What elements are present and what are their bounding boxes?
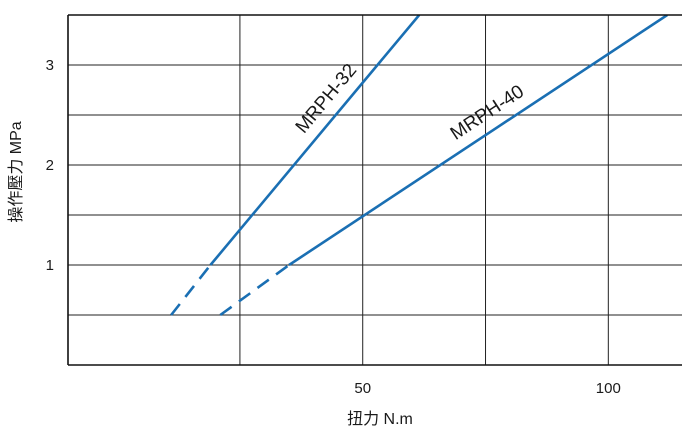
- series-MRPH-40-line: [288, 15, 668, 267]
- y-axis-label: 操作壓力 MPa: [7, 121, 25, 222]
- series-MRPH-32-line: [209, 15, 421, 266]
- x-tick-label: 100: [596, 380, 621, 397]
- tick-labels: 50 100 1 2 3: [46, 57, 621, 397]
- y-tick-label: 1: [46, 257, 54, 274]
- series-group: [170, 15, 668, 317]
- x-axis-label: 扭力 N.m: [347, 410, 413, 428]
- axes: [67, 14, 682, 366]
- series-MRPH-40-dashed-line: [219, 263, 290, 317]
- grid: [68, 15, 682, 365]
- x-tick-label: 50: [354, 380, 371, 397]
- y-tick-label: 2: [46, 157, 54, 174]
- series-MRPH-32-dashed-line: [170, 264, 212, 316]
- y-tick-label: 3: [46, 57, 54, 74]
